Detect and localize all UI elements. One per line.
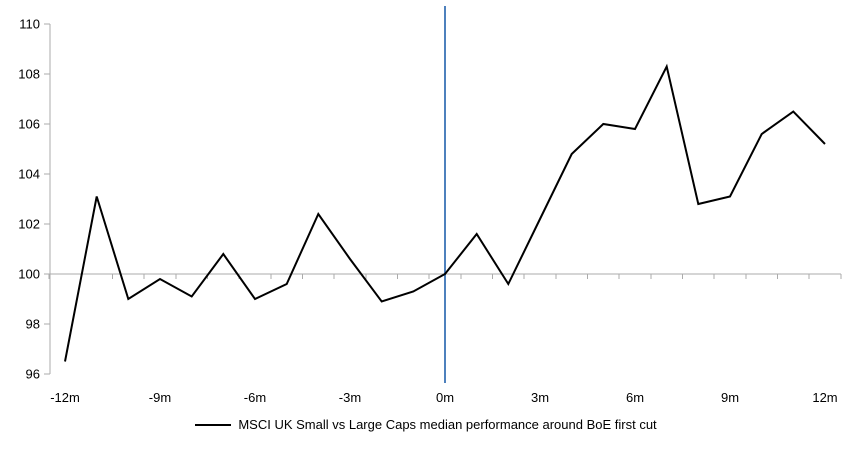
x-axis-labels: -12m -9m -6m -3m 0m 3m 6m 9m 12m [50,390,837,405]
legend-line-sample [195,424,232,426]
x-axis-tick-label: 0m [436,390,454,405]
y-axis-tick-label: 96 [26,367,40,382]
y-axis: 96 98 100 102 104 106 108 110 [18,17,51,382]
legend-label: MSCI UK Small vs Large Caps median perfo… [238,417,657,432]
y-axis-tick-label: 106 [18,117,40,132]
y-axis-tick-label: 100 [18,267,40,282]
y-axis-tick-label: 102 [18,217,40,232]
x-axis-tick-label: -12m [50,390,80,405]
x-axis-tick-label: 3m [531,390,549,405]
y-axis-tick-label: 108 [18,67,40,82]
x-axis-tick-label: -3m [339,390,361,405]
series-line [64,63,826,362]
x-axis-tick-label: -6m [244,390,266,405]
x-axis-tick-label: -9m [149,390,171,405]
x-axis-tick-label: 6m [626,390,644,405]
y-axis-tick-label: 110 [19,17,40,32]
x-axis-tick-label: 9m [721,390,739,405]
legend: MSCI UK Small vs Large Caps median perfo… [0,416,852,450]
line-chart: 96 98 100 102 104 106 108 110 -12m -9m -6m -3m 0m 3m 6… [18,6,842,405]
x-axis-tick-label: 12m [812,390,837,405]
y-axis-tick-label: 104 [18,167,40,182]
y-axis-tick-label: 98 [26,317,40,332]
